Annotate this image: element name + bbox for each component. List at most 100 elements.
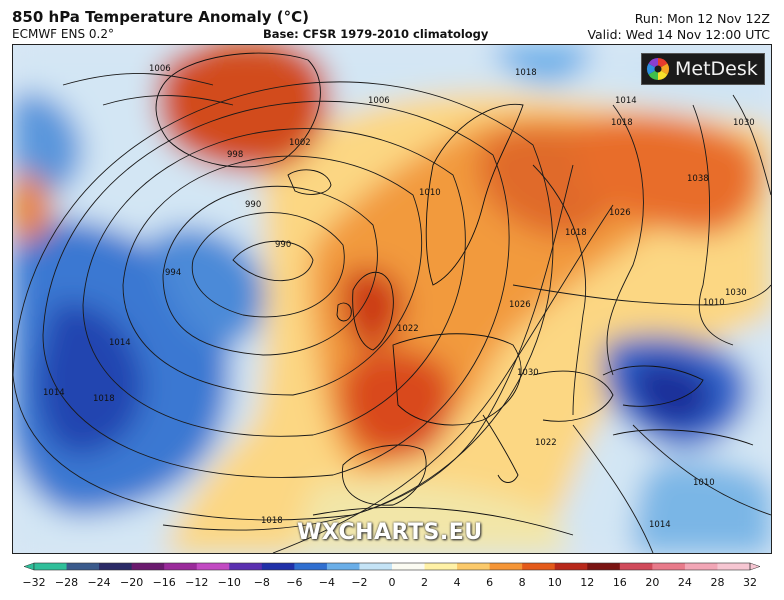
colorbar-tick-label: 24 — [678, 576, 692, 589]
balkans-outline — [532, 370, 614, 422]
colorbar-swatch — [326, 563, 360, 570]
isobar-label: 1014 — [109, 338, 131, 348]
isobar-label: 1038 — [687, 174, 709, 184]
isobar-label: 1006 — [149, 64, 171, 74]
isobar-label: 1026 — [609, 208, 631, 218]
isobar-label: 1022 — [535, 438, 557, 448]
greenland-outline — [155, 52, 321, 168]
colorbar-swatch — [164, 563, 198, 570]
colorbar-tick-label: −6 — [286, 576, 302, 589]
isobar-label: 1014 — [615, 96, 637, 106]
isobar-label: 1030 — [733, 118, 755, 128]
chart-title: 850 hPa Temperature Anomaly (°C) — [12, 8, 309, 26]
colorbar-tick-label: 32 — [743, 576, 757, 589]
colorbar-tick-label: 20 — [645, 576, 659, 589]
scandinavia-outline — [425, 103, 524, 286]
colorbar-min-arrow — [23, 562, 35, 571]
colorbar-swatch — [131, 563, 165, 570]
colorbar-swatch — [619, 563, 653, 570]
colorbar-tick-label: −20 — [120, 576, 143, 589]
colorbar-tick-label: −2 — [351, 576, 367, 589]
iberia-outline — [341, 444, 427, 506]
colorbar-tick-label: −28 — [55, 576, 78, 589]
isobar-labels: 1006 1006 998 1002 990 990 994 1010 1018… — [43, 64, 755, 530]
central-europe-outline — [392, 333, 522, 426]
colorbar-swatch — [359, 563, 393, 570]
colorbar-tick-label: −12 — [185, 576, 208, 589]
colorbar-swatch — [229, 563, 263, 570]
coastlines — [155, 52, 754, 536]
colorbar-swatch — [294, 563, 328, 570]
colorbar-tick-label: 8 — [519, 576, 526, 589]
isobar-label: 1030 — [725, 288, 747, 298]
isobar-label: 994 — [165, 268, 181, 278]
colorbar-swatch — [457, 563, 491, 570]
colorbar-swatch — [66, 563, 100, 570]
colorbar-tick-label: −24 — [87, 576, 110, 589]
isobar-label: 1026 — [509, 300, 531, 310]
colorbar-tick-label: 16 — [613, 576, 627, 589]
run-time-label: Run: Mon 12 Nov 12Z — [634, 11, 770, 26]
colorbar-tick-label: 6 — [486, 576, 493, 589]
isobars — [13, 73, 771, 553]
metdesk-logo: MetDesk — [641, 53, 765, 85]
isobar-label: 1030 — [517, 368, 539, 378]
colorbar-tick-label: 4 — [454, 576, 461, 589]
colorbar-swatch — [261, 563, 295, 570]
metdesk-logo-icon — [647, 58, 669, 80]
colorbar-swatch — [652, 563, 686, 570]
map-canvas: 1006 1006 998 1002 990 990 994 1010 1018… — [13, 45, 771, 553]
isobar-label: 1014 — [649, 520, 671, 530]
isobar-label: 1018 — [515, 68, 537, 78]
valid-time-label: Valid: Wed 14 Nov 12:00 UTC — [587, 27, 770, 42]
base-climatology-label: Base: CFSR 1979-2010 climatology — [263, 27, 489, 41]
colorbar-max-arrow — [749, 562, 761, 571]
colorbar-border — [33, 562, 751, 571]
colorbar-swatch — [99, 563, 133, 570]
colorbar-swatch — [587, 563, 621, 570]
colorbar-tick-label: −10 — [218, 576, 241, 589]
colorbar-tick-label: 2 — [421, 576, 428, 589]
metdesk-logo-text: MetDesk — [675, 58, 758, 80]
colorbar-tick-label: −8 — [254, 576, 270, 589]
turkey-outline — [612, 429, 754, 446]
isobar-label: 1018 — [93, 394, 115, 404]
isobar-label: 1018 — [611, 118, 633, 128]
iceland-outline — [287, 169, 332, 195]
colorbar: −32 −28 −24 −20 −16 −12 −10 −8 −6 −4 −2 0 2 4 6 8 10 12 16… — [22, 560, 762, 592]
wxcharts-watermark: WXCHARTS.EU — [297, 520, 483, 545]
colorbar-swatch — [34, 563, 68, 570]
colorbar-swatch — [684, 563, 718, 570]
isobar-label: 1006 — [368, 96, 390, 106]
anomaly-map: 1006 1006 998 1002 990 990 994 1010 1018… — [12, 44, 772, 554]
colorbar-swatch — [392, 563, 426, 570]
colorbar-swatch — [424, 563, 458, 570]
colorbar-swatch — [489, 563, 523, 570]
ireland-outline — [336, 302, 352, 322]
isobar-label: 990 — [245, 200, 261, 210]
colorbar-swatch — [554, 563, 588, 570]
isobar-label: 1010 — [693, 478, 715, 488]
colorbar-svg: −32 −28 −24 −20 −16 −12 −10 −8 −6 −4 −2 0 2 4 6 8 10 12 16… — [22, 562, 761, 589]
isobar-label: 1010 — [419, 188, 441, 198]
colorbar-tick-label: 0 — [389, 576, 396, 589]
isobar-label: 1010 — [703, 298, 725, 308]
isobar-label: 1002 — [289, 138, 311, 148]
colorbar-tick-label: 12 — [580, 576, 594, 589]
colorbar-swatch — [196, 563, 230, 570]
anomaly-field — [13, 45, 771, 553]
colorbar-tick-label: 28 — [710, 576, 724, 589]
isobar-label: 1014 — [43, 388, 65, 398]
colorbar-tick-label: −16 — [153, 576, 176, 589]
colorbar-tick-label: −4 — [319, 576, 335, 589]
colorbar-tick-label: 10 — [548, 576, 562, 589]
isobar-label: 1018 — [261, 516, 283, 526]
isobar-label: 1018 — [565, 228, 587, 238]
isobar-label: 998 — [227, 150, 243, 160]
north-africa-coast — [312, 506, 574, 536]
colorbar-swatch — [522, 563, 556, 570]
isobar-label: 990 — [275, 240, 291, 250]
model-label: ECMWF ENS 0.2° — [12, 27, 114, 41]
uk-outline — [352, 271, 394, 351]
black-sea-outline — [602, 365, 704, 407]
